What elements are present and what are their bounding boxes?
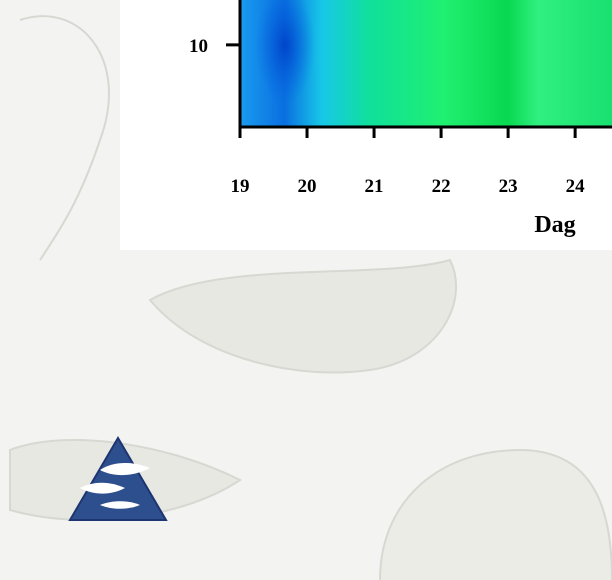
y-tick-label: 10 — [189, 36, 208, 57]
background-art — [9, 15, 612, 580]
x-tick-label: 19 — [231, 176, 250, 197]
x-tick-label: 21 — [365, 176, 384, 197]
x-tick-label: 22 — [432, 176, 451, 197]
x-tick-label: 23 — [499, 176, 518, 197]
x-tick-label: 24 — [566, 176, 586, 197]
logo — [68, 436, 168, 521]
x-tick-label: 20 — [298, 176, 317, 197]
x-axis-label: Dag — [534, 212, 575, 238]
chart: Dag 19 20 21 22 23 24 10 — [189, 0, 612, 238]
heatmap-region — [255, 0, 315, 105]
